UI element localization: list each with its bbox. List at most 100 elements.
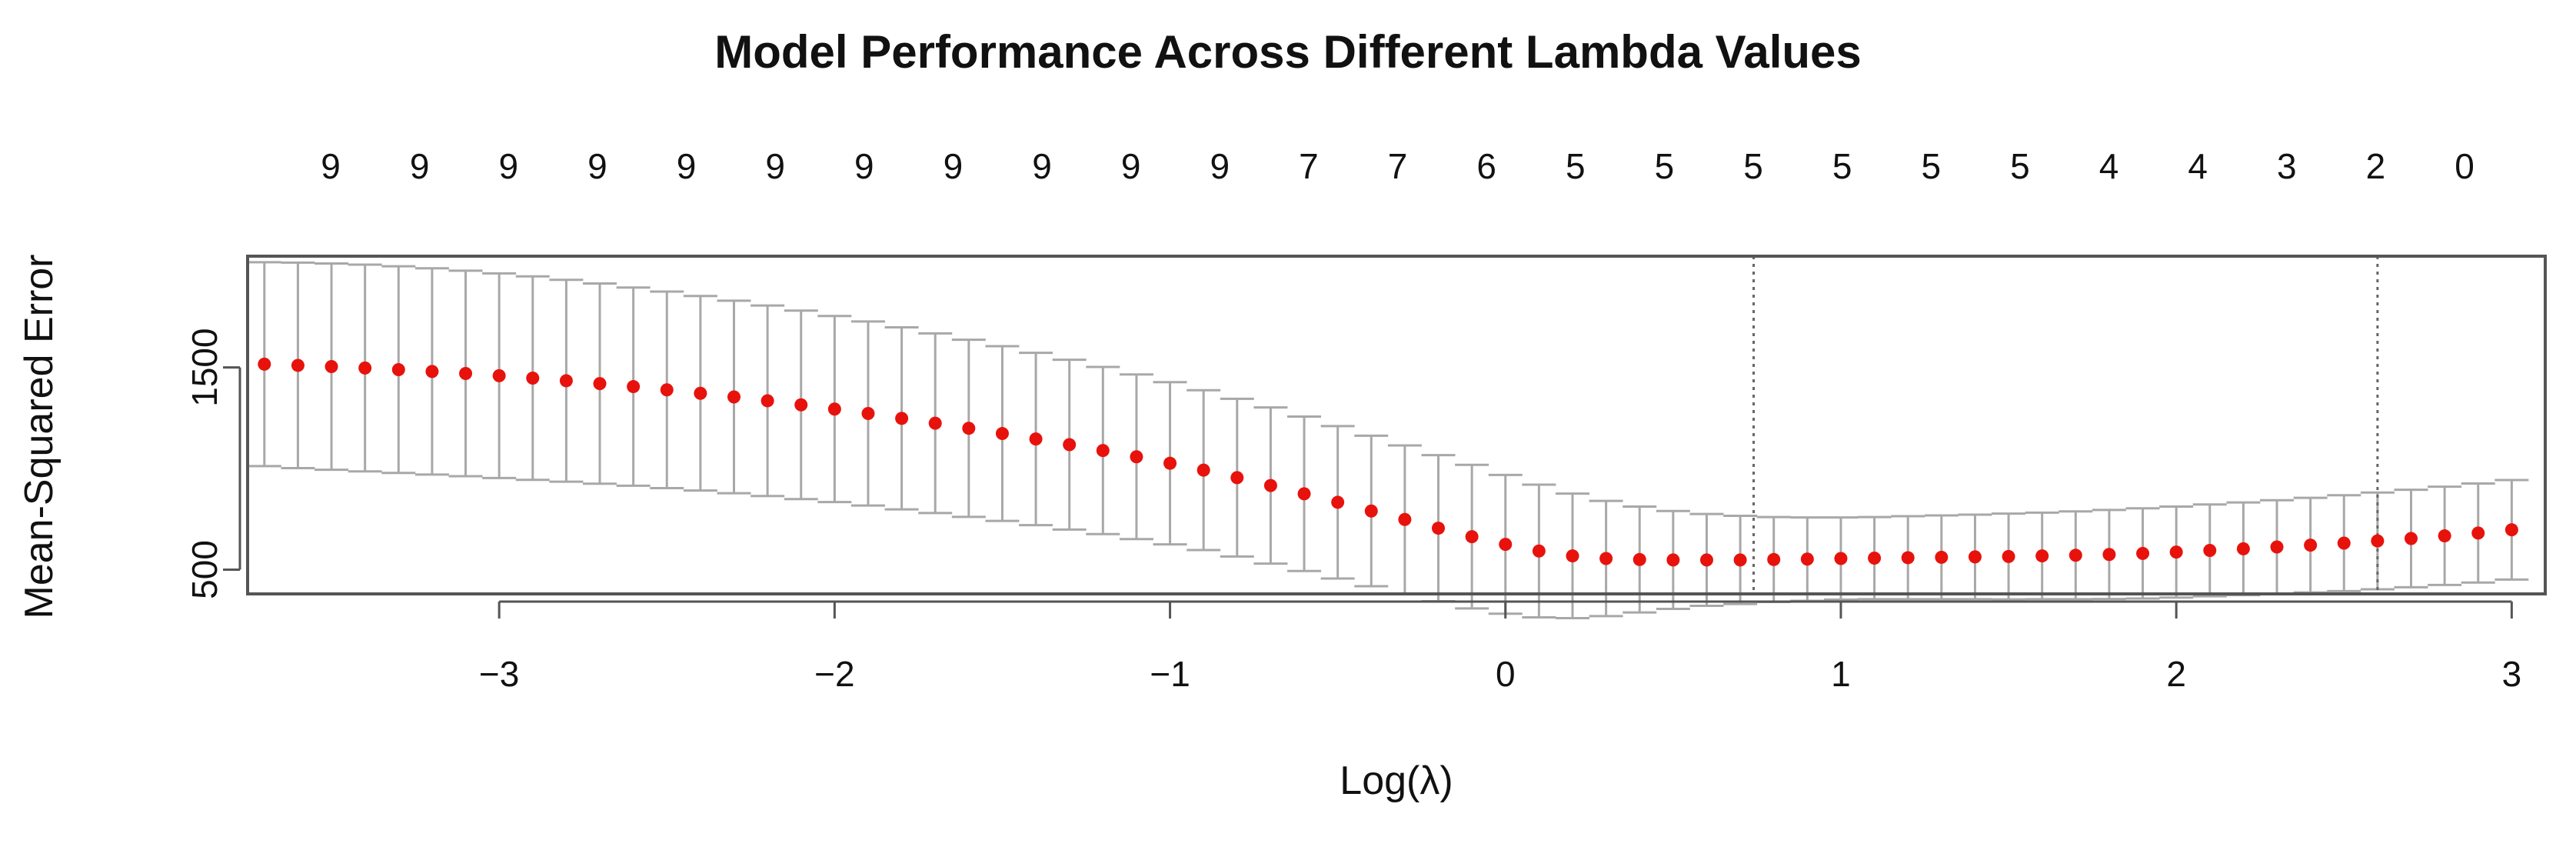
data-point bbox=[1800, 552, 1814, 566]
top-axis-label: 9 bbox=[498, 146, 518, 186]
data-point bbox=[928, 416, 942, 430]
data-point bbox=[1096, 444, 1110, 458]
data-point bbox=[2169, 545, 2183, 559]
data-point bbox=[2371, 534, 2385, 548]
data-point bbox=[1699, 553, 1713, 567]
data-point bbox=[1733, 553, 1747, 567]
reference-lines bbox=[1752, 256, 2379, 594]
data-point bbox=[2068, 549, 2082, 562]
top-axis-label: 0 bbox=[2455, 146, 2474, 186]
data-point bbox=[2504, 523, 2518, 537]
data-point bbox=[1834, 552, 1848, 565]
top-axis-label: 2 bbox=[2366, 146, 2386, 186]
data-point bbox=[627, 380, 641, 394]
data-point bbox=[1599, 552, 1613, 565]
data-point bbox=[2035, 549, 2049, 563]
top-axis-label: 6 bbox=[1476, 146, 1496, 186]
top-axis-label: 9 bbox=[410, 146, 430, 186]
data-point bbox=[459, 366, 473, 380]
x-tick-label: −2 bbox=[814, 654, 854, 694]
data-point bbox=[258, 357, 271, 371]
y-axis: 500 1500 bbox=[185, 328, 241, 599]
data-point bbox=[1532, 544, 1546, 558]
x-tick-label: 2 bbox=[2166, 654, 2186, 694]
data-point bbox=[1935, 550, 1949, 564]
plot-frame bbox=[246, 255, 2547, 595]
data-point bbox=[694, 386, 707, 400]
data-point bbox=[2304, 539, 2318, 552]
y-tick-label: 1500 bbox=[185, 328, 225, 406]
top-axis-label: 9 bbox=[677, 146, 697, 186]
top-axis-label: 9 bbox=[587, 146, 607, 186]
top-axis-label: 9 bbox=[765, 146, 785, 186]
data-point bbox=[895, 412, 909, 425]
x-tick-label: 1 bbox=[1831, 654, 1851, 694]
top-axis-label: 9 bbox=[1121, 146, 1141, 186]
data-point bbox=[2405, 532, 2418, 545]
data-point bbox=[425, 365, 439, 378]
data-point bbox=[1297, 487, 1311, 501]
top-axis-label: 7 bbox=[1299, 146, 1319, 186]
data-point bbox=[2136, 546, 2150, 560]
data-point bbox=[2102, 548, 2116, 562]
data-point bbox=[291, 358, 305, 372]
data-point bbox=[1196, 463, 1210, 477]
x-tick-label: 0 bbox=[1496, 654, 1516, 694]
data-point bbox=[2002, 549, 2015, 563]
top-axis-label: 5 bbox=[2010, 146, 2030, 186]
top-axis-label: 7 bbox=[1388, 146, 1408, 186]
top-axis-labels: 9 9 9 9 9 9 9 9 9 9 9 7 7 6 5 5 5 5 5 5 4 4 3 2 0 bbox=[321, 146, 2474, 186]
data-point bbox=[358, 361, 372, 375]
chart-title: Model Performance Across Different Lambd… bbox=[714, 26, 1862, 78]
data-point bbox=[962, 422, 976, 435]
data-point bbox=[2471, 526, 2485, 540]
x-tick-label: −3 bbox=[479, 654, 519, 694]
data-point bbox=[995, 427, 1009, 441]
data-point bbox=[660, 383, 674, 397]
top-axis-label: 9 bbox=[944, 146, 964, 186]
data-point bbox=[2438, 529, 2451, 543]
data-point bbox=[1566, 549, 1579, 563]
data-point bbox=[1364, 504, 1378, 518]
y-tick-label: 500 bbox=[185, 540, 225, 599]
top-axis-label: 3 bbox=[2277, 146, 2297, 186]
x-tick-label: −1 bbox=[1150, 654, 1190, 694]
x-axis-label: Log(λ) bbox=[1340, 759, 1453, 803]
data-point bbox=[2337, 536, 2351, 550]
top-axis-label: 9 bbox=[1210, 146, 1230, 186]
x-axis: −3 −2 −1 0 1 2 3 bbox=[479, 600, 2522, 694]
top-axis-label: 5 bbox=[1566, 146, 1586, 186]
data-point bbox=[1968, 550, 1982, 564]
data-point bbox=[1130, 450, 1143, 464]
data-point bbox=[1263, 479, 1277, 492]
data-point bbox=[1029, 432, 1043, 446]
x-tick-label: 3 bbox=[2502, 654, 2522, 694]
data-point bbox=[1432, 522, 1446, 535]
data-point bbox=[760, 394, 774, 408]
data-point bbox=[1767, 552, 1781, 566]
data-point bbox=[1868, 551, 1882, 565]
top-axis-label: 5 bbox=[1743, 146, 1763, 186]
error-bars bbox=[247, 261, 2529, 620]
data-point bbox=[559, 374, 573, 388]
top-axis-label: 9 bbox=[854, 146, 874, 186]
top-axis-label: 4 bbox=[2188, 146, 2208, 186]
data-point bbox=[861, 407, 875, 421]
top-axis-label: 9 bbox=[1032, 146, 1052, 186]
data-point bbox=[1465, 530, 1479, 544]
data-point bbox=[2236, 542, 2250, 555]
data-points bbox=[258, 357, 2518, 567]
top-axis-label: 5 bbox=[1832, 146, 1852, 186]
data-point bbox=[1901, 551, 1915, 565]
top-axis-label: 5 bbox=[1921, 146, 1941, 186]
data-point bbox=[2270, 540, 2284, 554]
data-point bbox=[1063, 438, 1077, 452]
data-point bbox=[827, 402, 841, 416]
top-axis-label: 5 bbox=[1655, 146, 1675, 186]
data-point bbox=[1398, 512, 1412, 526]
data-point bbox=[391, 362, 405, 376]
data-point bbox=[1632, 552, 1646, 566]
data-point bbox=[492, 368, 506, 382]
data-point bbox=[1499, 538, 1513, 552]
